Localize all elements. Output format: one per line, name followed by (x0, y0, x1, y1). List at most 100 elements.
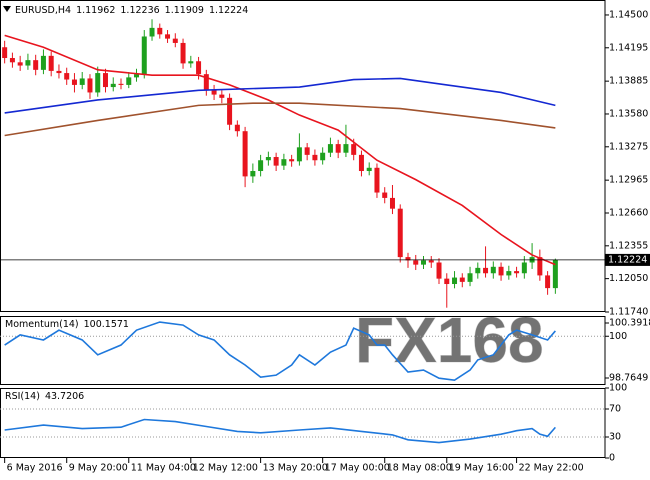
open-value: 1.11962 (76, 5, 115, 16)
y-tick-label: 1.12660 (609, 207, 648, 218)
x-tick-label: 13 May 20:00 (263, 463, 328, 474)
y-tick-label: 1.12355 (609, 240, 648, 251)
candle-body (25, 60, 31, 66)
candle-body (428, 260, 434, 263)
candle-body (40, 55, 46, 70)
candle-body (382, 192, 388, 198)
candle-body (358, 154, 364, 172)
candle-body (110, 83, 116, 88)
candle-body (452, 277, 458, 285)
x-tick-label: 22 May 22:00 (519, 463, 584, 474)
y-tick-label: 100 (609, 331, 627, 342)
candle-body (343, 144, 349, 153)
candle-body (436, 262, 442, 279)
indicator-name: RSI(14) (5, 391, 40, 402)
candle-body (537, 257, 543, 276)
momentum-header: Momentum(14) 100.1571 (5, 319, 129, 330)
y-tick-label: 1.14500 (609, 9, 648, 20)
candle-body (196, 61, 202, 75)
candle-body (17, 62, 23, 66)
candle-body (498, 266, 504, 276)
candle-body (250, 171, 256, 177)
candle-body (289, 159, 295, 162)
candle-body (165, 34, 171, 39)
y-tick-label: 1.13275 (609, 141, 648, 152)
candle-body (366, 167, 372, 172)
candle-body (211, 90, 217, 95)
candle-body (483, 267, 489, 274)
candle-body (281, 159, 287, 166)
candle-body (374, 167, 380, 193)
y-tick-label: 1.14195 (609, 42, 648, 53)
candle-body (219, 94, 225, 98)
candle-body (506, 271, 512, 276)
candle-body (265, 157, 271, 161)
x-tick-label: 11 May 04:00 (131, 463, 196, 474)
panel-frame (0, 0, 606, 312)
menu-arrow (3, 6, 11, 12)
candle-body (320, 152, 326, 161)
candle-body (102, 73, 108, 88)
watermark: FX168 (355, 304, 544, 376)
candle-body (56, 70, 62, 74)
y-tick-label: 1.11740 (609, 307, 648, 318)
candle-body (134, 74, 140, 78)
candle-body (397, 208, 403, 258)
current-price-label: 1.12224 (608, 254, 647, 265)
candle-body (157, 27, 163, 35)
y-tick-label: 100 (609, 383, 627, 394)
y-tick-label: 98.7649 (609, 373, 648, 384)
x-tick-label: 17 May 00:00 (325, 463, 390, 474)
candle-body (421, 260, 426, 265)
candle-body (475, 267, 481, 274)
candle-body (188, 61, 194, 64)
y-tick-label: 70 (609, 404, 621, 415)
y-tick-label: 100.3918 (609, 318, 650, 329)
x-tick-label: 12 May 12:00 (193, 463, 258, 474)
candle-body (64, 73, 70, 80)
indicator-line (4, 321, 556, 382)
candle-body (521, 262, 527, 274)
candle-body (467, 273, 473, 282)
candle-body (459, 277, 465, 282)
candle-body (126, 77, 132, 85)
y-tick-label: 0 (609, 453, 615, 464)
current-price-box (605, 253, 650, 266)
candle-body (312, 154, 318, 161)
candle-body (335, 144, 341, 153)
x-tick-label: 18 May 08:00 (387, 463, 452, 474)
x-tick-label: 6 May 2016 (7, 463, 63, 474)
candle-body (180, 42, 186, 64)
x-tick-label: 9 May 20:00 (69, 463, 128, 474)
moving-average (4, 34, 556, 266)
candle-body (9, 58, 15, 63)
indicator-value: 43.7206 (45, 391, 84, 402)
indicator-value: 100.1571 (84, 319, 129, 330)
candle-body (71, 79, 77, 85)
y-tick-label: 30 (609, 432, 621, 443)
candle-body (413, 260, 419, 265)
candle-body (33, 60, 39, 70)
candle-body (405, 257, 411, 261)
x-tick-label: 19 May 16:00 (449, 463, 514, 474)
candle-body (351, 144, 357, 155)
indicator-name: Momentum(14) (5, 319, 79, 330)
candle-body (118, 83, 124, 85)
candle-body (273, 157, 279, 166)
indicator-line (4, 418, 556, 444)
candle-body (258, 160, 264, 172)
symbol: EURUSD,H4 (15, 5, 71, 16)
candle-body (2, 47, 8, 59)
low-value: 1.11909 (165, 5, 204, 16)
y-tick-label: 1.13885 (609, 76, 648, 87)
candle-body (234, 124, 240, 132)
close-value: 1.12224 (209, 5, 248, 16)
panel-frame (0, 388, 606, 458)
candle-body (327, 144, 333, 153)
candle-body (304, 147, 310, 155)
candle-body (545, 275, 551, 289)
symbol-header: EURUSD,H4 1.11962 1.12236 1.11909 1.12224 (15, 5, 248, 16)
y-tick-label: 1.12965 (609, 175, 648, 186)
